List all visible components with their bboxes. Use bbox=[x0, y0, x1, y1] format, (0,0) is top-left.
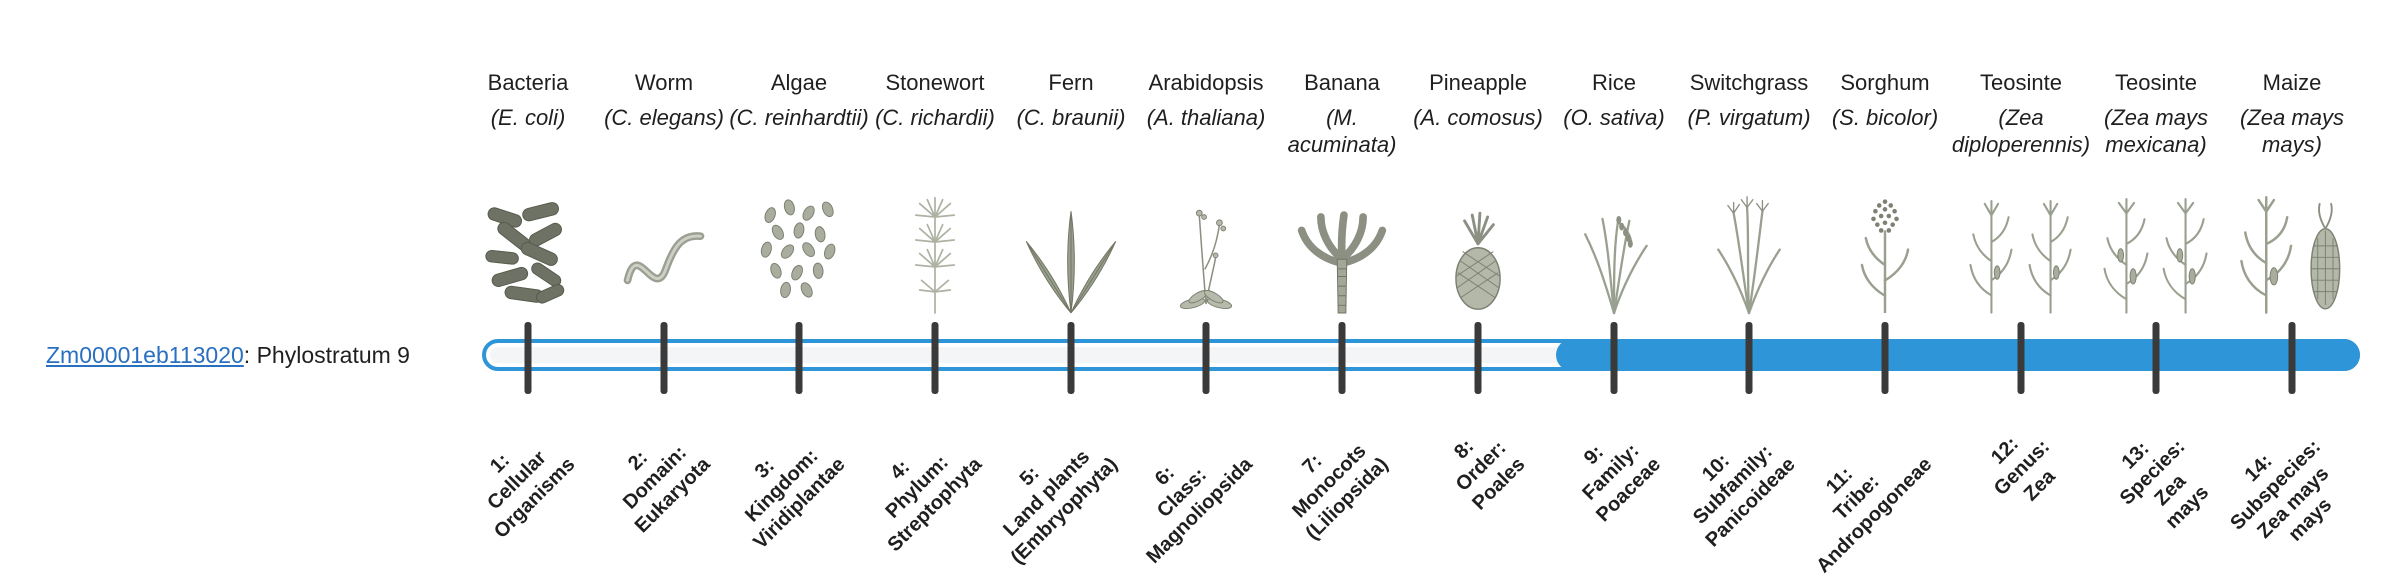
organism-latin-name: (S. bicolor) bbox=[1831, 105, 1939, 130]
fern-illustration bbox=[996, 170, 1146, 318]
phylostratum-label: 14: Subspecies: Zea mays mays bbox=[2226, 435, 2337, 546]
phylostratum-label: 2: Domain: Eukaryota bbox=[619, 441, 715, 538]
organism-name: Rice bbox=[1591, 70, 1636, 95]
organism-latin-name: (A. thaliana) bbox=[1146, 105, 1266, 130]
organism-column: Teosinte (Zea diploperennis) bbox=[1946, 70, 2096, 580]
algae-illustration bbox=[724, 170, 874, 318]
stonewort-illustration bbox=[860, 170, 1010, 318]
phylostratum-label: 3: Kingdom: Viridiplantae bbox=[741, 445, 850, 554]
organism-column: Sorghum (S. bicolor) 11: Tribe bbox=[1810, 70, 1960, 580]
maize-illustration bbox=[2217, 170, 2367, 318]
organism-column: Worm (C. elegans) 2: Domain: Eukaryota bbox=[589, 70, 739, 580]
organism-name: Arabidopsis bbox=[1148, 70, 1264, 95]
phylostratum-label: 13: Species: Zea mays bbox=[2115, 435, 2213, 534]
organism-name: Pineapple bbox=[1429, 70, 1527, 95]
organism-latin-name: (A. comosus) bbox=[1413, 105, 1543, 130]
phylostratum-tick bbox=[2152, 322, 2160, 394]
pineapple-illustration bbox=[1403, 170, 1553, 318]
phylostratum-tick bbox=[1202, 322, 1210, 394]
organism-latin-name: (Zea diploperennis) bbox=[1951, 105, 2091, 157]
phylostratum-label: 4: Phylum: Streptophyta bbox=[881, 451, 986, 556]
organism-column: Pineapple (A. comosus) 8: Order: Poales bbox=[1403, 70, 1553, 580]
bacteria-illustration bbox=[453, 170, 603, 318]
teosinte-mexicana-illustration bbox=[2081, 170, 2231, 318]
organism-column: Arabidopsis (A. thaliana) bbox=[1131, 70, 1281, 580]
phylostratum-tick bbox=[2017, 322, 2025, 394]
organism-column: Algae (C. reinhardtii) bbox=[724, 70, 874, 580]
worm-illustration bbox=[589, 170, 739, 318]
organism-name: Fern bbox=[1048, 70, 1094, 95]
organism-column: Stonewort (C. richardii) 4: Phylum: Stre… bbox=[860, 70, 1010, 580]
phylostratum-tick bbox=[1610, 322, 1618, 394]
phylostratum-text: : Phylostratum 9 bbox=[243, 342, 410, 368]
organism-name: Bacteria bbox=[487, 70, 569, 95]
organism-column: Switchgrass (P. virgatum) 10: Subfamily bbox=[1674, 70, 1824, 580]
organism-name: Sorghum bbox=[1840, 70, 1930, 95]
organism-column: Banana (M. acuminata) 7: Monocots (Lilio… bbox=[1267, 70, 1417, 580]
phylostratum-label: 12: Genus: Zea bbox=[1987, 432, 2060, 506]
phylostratum-tick bbox=[1745, 322, 1753, 394]
organism-column: Rice (O. sativa) 9: Family: bbox=[1539, 70, 1689, 580]
organism-latin-name: (C. richardii) bbox=[875, 105, 995, 130]
gene-label: Zm00001eb113020: Phylostratum 9 bbox=[46, 341, 410, 369]
phylostratum-tick bbox=[931, 322, 939, 394]
phylostrata-highlight-segment bbox=[1556, 339, 2360, 371]
organism-name: Teosinte bbox=[1980, 70, 2062, 95]
organism-name: Maize bbox=[2262, 70, 2322, 95]
organism-latin-name: (M. acuminata) bbox=[1287, 105, 1397, 157]
phylostratum-tick bbox=[2288, 322, 2296, 394]
phylostratum-tick bbox=[1474, 322, 1482, 394]
phylostratum-label: 10: Subfamily: Panicoideae bbox=[1689, 441, 1800, 552]
phylostratum-tick bbox=[1067, 322, 1075, 394]
sorghum-illustration bbox=[1810, 170, 1960, 318]
rice-illustration bbox=[1539, 170, 1689, 318]
organism-latin-name: (C. braunii) bbox=[1016, 105, 1126, 130]
organism-latin-name: (O. sativa) bbox=[1563, 105, 1665, 130]
phylostratum-label: 7: Monocots (Liliopsida) bbox=[1288, 440, 1393, 545]
phylostratum-tick bbox=[1881, 322, 1889, 394]
phylostratum-label: 1: Cellular Organisms bbox=[483, 446, 579, 543]
organism-latin-name: (Zea mays mays) bbox=[2240, 105, 2344, 157]
organism-column: Maize (Zea mays mays) bbox=[2217, 70, 2367, 580]
gene-id-link[interactable]: Zm00001eb113020 bbox=[46, 342, 244, 368]
teosinte-diploperennis-illustration bbox=[1946, 170, 2096, 318]
organism-name: Worm bbox=[634, 70, 694, 95]
phylostratum-tick bbox=[524, 322, 532, 394]
phylostratum-label: 9: Family: Poaceae bbox=[1578, 439, 1665, 527]
organism-name: Switchgrass bbox=[1689, 70, 1809, 95]
organism-name: Stonewort bbox=[885, 70, 985, 95]
organism-name: Banana bbox=[1304, 70, 1380, 95]
phylostratum-tick bbox=[795, 322, 803, 394]
organism-latin-name: (E. coli) bbox=[490, 105, 566, 130]
organism-column: Fern (C. braunii) 5: Land plants (Embryo… bbox=[996, 70, 1146, 580]
arabidopsis-illustration bbox=[1131, 170, 1281, 318]
phylostratum-label: 8: Order: Poales bbox=[1449, 435, 1529, 515]
phylostratum-tick bbox=[660, 322, 668, 394]
organism-latin-name: (C. elegans) bbox=[604, 105, 724, 130]
banana-illustration bbox=[1267, 170, 1417, 318]
organism-latin-name: (Zea mays mexicana) bbox=[2104, 105, 2208, 157]
switchgrass-illustration bbox=[1674, 170, 1824, 318]
organism-latin-name: (C. reinhardtii) bbox=[729, 105, 869, 130]
phylostratum-tick bbox=[1338, 322, 1346, 394]
organism-latin-name: (P. virgatum) bbox=[1687, 105, 1811, 130]
organism-column: Bacteria (E. coli) 1: Cellular Orga bbox=[453, 70, 603, 580]
organism-column: Teosinte (Zea mays mexicana) bbox=[2081, 70, 2231, 580]
organism-name: Algae bbox=[770, 70, 828, 95]
organism-name: Teosinte bbox=[2115, 70, 2197, 95]
